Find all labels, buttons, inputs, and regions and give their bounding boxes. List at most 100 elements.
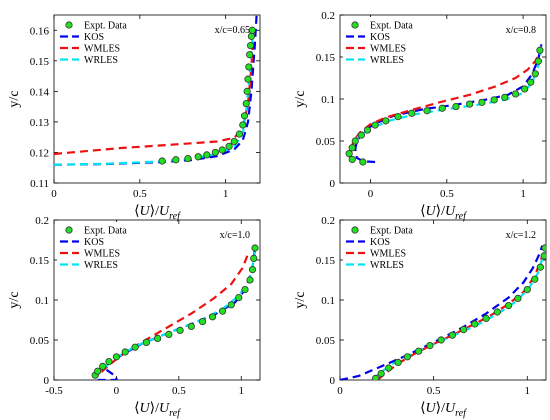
data-point (423, 107, 431, 115)
data-point (154, 334, 162, 342)
x-axis-label: ⟨U⟩/Uref (420, 401, 467, 419)
data-point (248, 26, 256, 34)
data-point (240, 112, 249, 120)
data-point (172, 156, 180, 164)
data-point (112, 353, 121, 361)
data-point (131, 343, 139, 351)
data-point (459, 325, 468, 334)
data-point (105, 357, 113, 366)
x-tick-label: -0.5 (45, 385, 63, 397)
x-tick-label: 1 (525, 385, 531, 397)
data-point (394, 113, 402, 121)
data-point (142, 338, 150, 346)
data-point (540, 252, 546, 260)
y-tick-label: 0.15 (316, 52, 336, 64)
x-tick-label: 0 (368, 188, 374, 200)
y-tick-label: 0 (330, 375, 336, 387)
data-point (403, 353, 412, 361)
data-point (521, 85, 529, 93)
panel-annotation: x/c=1.2 (506, 230, 536, 241)
data-point (244, 75, 252, 83)
x-axis-label: ⟨U⟩/Uref (420, 204, 467, 222)
panels: 0 0.5 10.110.120.130.140.150.16⟨U⟩/Urefy/c… (7, 10, 547, 419)
data-point (203, 151, 211, 159)
data-point (176, 326, 184, 334)
data-point (466, 100, 474, 108)
data-point (351, 137, 359, 145)
data-point (531, 275, 539, 283)
legend-label: Expt. Data (370, 21, 413, 32)
panel-annotation: x/c=0.65 (215, 25, 250, 36)
data-point (482, 314, 490, 322)
x-tick-label: 0 (51, 188, 57, 200)
data-point (239, 121, 247, 129)
y-axis-label: y/c (7, 291, 22, 308)
panel-annotation: x/c=0.8 (506, 25, 536, 36)
x-tick-label: 1 (223, 188, 229, 200)
data-point (536, 46, 544, 54)
data-point (514, 294, 522, 302)
legend-marker-expt (351, 226, 359, 234)
data-point (246, 51, 254, 59)
x-axis-label: ⟨U⟩/Uref (134, 401, 181, 419)
data-point (194, 153, 202, 161)
legend-label: Expt. Data (84, 21, 127, 32)
data-point (121, 348, 129, 356)
x-tick-label: 0.5 (133, 188, 147, 200)
data-point (211, 148, 219, 157)
data-point (382, 117, 390, 125)
data-point (437, 336, 445, 344)
y-tick-label: 0.1 (35, 295, 49, 307)
legend-label: Expt. Data (84, 226, 127, 237)
data-point (230, 137, 238, 146)
data-point (490, 96, 498, 104)
data-point (158, 157, 166, 165)
data-point (348, 144, 356, 152)
data-point (241, 285, 249, 294)
data-point (511, 90, 520, 98)
series-line-wmles (54, 36, 255, 156)
y-axis-label: y/c (293, 291, 308, 308)
series-line-wmles (376, 255, 544, 380)
data-point (94, 367, 102, 375)
panel-3: -0.5 0 0.5 100.050.10.150.2⟨U⟩/Urefy/cExpt.… (7, 215, 261, 419)
y-tick-label: 0 (330, 178, 336, 190)
data-point (359, 158, 367, 166)
data-point (250, 254, 258, 262)
y-tick-label: 0 (44, 375, 50, 387)
y-tick-label: 0.13 (30, 117, 50, 129)
y-axis-label: y/c (293, 90, 308, 107)
data-point (504, 301, 513, 310)
data-point (493, 308, 501, 316)
data-point (426, 341, 434, 350)
data-point (371, 374, 380, 380)
y-axis-label: y/c (7, 90, 22, 107)
legend-marker-expt (351, 21, 359, 29)
x-tick-label: 0.5 (172, 385, 186, 397)
legend-marker-expt (65, 226, 73, 234)
data-point (345, 150, 353, 158)
plot-area (54, 15, 258, 166)
data-point (218, 307, 227, 315)
panel-2: 0 0.5 1 0 0.05 0.1 0.15 0.2 ⟨U⟩/Uref y/c Expt. Dat… (293, 10, 547, 222)
data-point (371, 121, 379, 129)
legend-label: WMLES (84, 249, 120, 260)
data-point (246, 41, 255, 50)
data-point (242, 99, 250, 108)
data-point (527, 78, 535, 86)
data-point (394, 358, 402, 366)
y-tick-label: 0.05 (316, 335, 336, 347)
legend-label: WRLES (370, 55, 404, 66)
data-point (198, 317, 207, 326)
y-tick-label: 0.12 (30, 147, 49, 159)
x-tick-label: 0 (114, 385, 120, 397)
panel-annotation: x/c=1.0 (220, 230, 250, 241)
data-point (235, 130, 243, 138)
y-tick-label: 0.1 (321, 94, 335, 106)
data-point (227, 301, 235, 309)
data-point (165, 330, 173, 338)
data-point (536, 263, 544, 271)
x-tick-label: 0.5 (440, 188, 454, 200)
